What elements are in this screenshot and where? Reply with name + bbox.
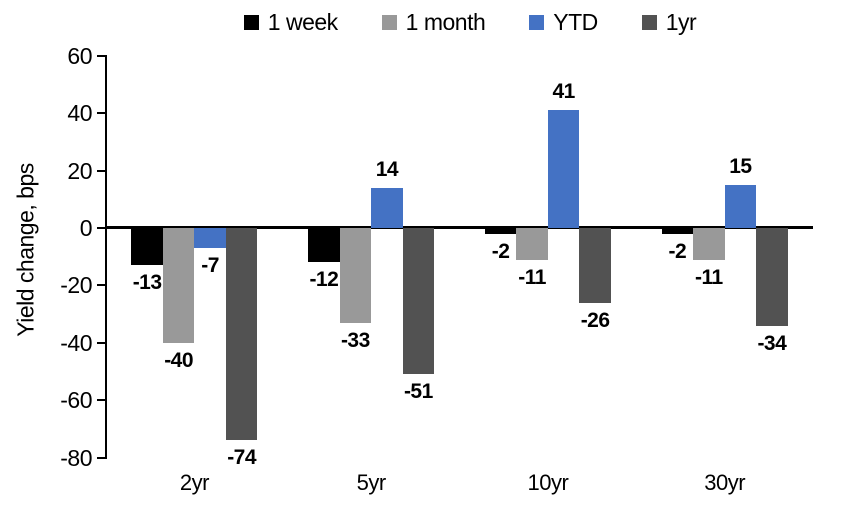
y-axis-line <box>105 55 107 459</box>
legend-marker-1-month <box>381 14 397 30</box>
bar-2yr-ytd <box>194 228 226 249</box>
legend-item-1yr: 1yr <box>641 8 697 36</box>
data-label-5yr-ytd: 14 <box>375 157 399 181</box>
data-label-30yr-ytd: 15 <box>729 154 752 178</box>
bar-5yr-1-week <box>308 228 340 263</box>
legend-label: YTD <box>553 8 598 35</box>
data-label-2yr-ytd: -7 <box>201 254 219 278</box>
legend-label: 1 week <box>267 8 338 35</box>
data-label-10yr-1-month: -11 <box>518 265 546 289</box>
data-label-5yr-1-week: -12 <box>309 268 339 292</box>
data-label-5yr-1yr: -51 <box>403 380 433 404</box>
y-tick-mark <box>97 54 106 57</box>
legend-item-1-week: 1 week <box>243 8 338 36</box>
y-tick-label: -80 <box>60 444 92 471</box>
legend-marker-1yr <box>641 14 657 30</box>
x-axis-label-10yr: 10yr <box>527 470 569 495</box>
y-tick-mark <box>97 112 106 115</box>
y-tick-mark <box>97 456 106 459</box>
data-label-2yr-1-month: -40 <box>164 348 194 372</box>
bar-10yr-1-week <box>484 228 517 234</box>
zero-baseline <box>105 226 813 229</box>
legend-item-1-month: 1 month <box>381 8 486 36</box>
legend-label: 1 month <box>405 8 486 35</box>
y-tick-mark <box>97 227 106 229</box>
chart-legend: 1 week 1 month YTD 1yr <box>110 6 830 38</box>
bar-5yr-1-month <box>339 228 372 323</box>
data-label-10yr-1-week: -2 <box>491 239 510 263</box>
bar-10yr-ytd <box>547 110 580 228</box>
legend-marker-1-week <box>243 14 259 30</box>
y-tick-mark <box>97 169 106 172</box>
y-tick-label: 0 <box>79 215 93 241</box>
data-label-30yr-1-week: -2 <box>668 239 687 263</box>
y-tick-label: -60 <box>60 387 92 414</box>
bar-2yr-1-month <box>162 228 195 343</box>
data-label-10yr-1yr: -26 <box>580 308 610 332</box>
bar-10yr-1-month <box>516 228 548 260</box>
bar-10yr-1yr <box>579 228 611 303</box>
data-label-2yr-1yr: -74 <box>227 446 257 470</box>
y-tick-label: 60 <box>67 42 92 69</box>
legend-item-ytd: YTD <box>529 9 598 36</box>
bar-30yr-1yr <box>756 228 788 326</box>
y-tick-label: 40 <box>67 100 92 127</box>
y-axis-title: Yield change, bps <box>12 163 39 337</box>
bar-5yr-1yr <box>402 228 435 375</box>
data-label-10yr-ytd: 41 <box>552 80 575 104</box>
bar-30yr-1-month <box>693 228 725 260</box>
bar-30yr-1-week <box>661 228 694 234</box>
legend-marker-ytd <box>529 14 545 30</box>
bar-30yr-ytd <box>724 184 757 228</box>
y-tick-label: 20 <box>67 157 92 184</box>
legend-label: 1yr <box>665 8 697 35</box>
y-tick-mark <box>97 284 106 287</box>
bar-2yr-1yr <box>225 228 258 441</box>
data-label-2yr-1-week: -13 <box>132 271 162 295</box>
x-axis-label-2yr: 2yr <box>179 470 210 495</box>
y-tick-label: -20 <box>60 272 92 299</box>
data-label-5yr-1-month: -33 <box>340 328 370 352</box>
x-axis-label-30yr: 30yr <box>704 470 746 495</box>
y-tick-mark <box>97 399 106 402</box>
y-tick-label: -40 <box>60 329 92 356</box>
bar-5yr-ytd <box>371 187 403 228</box>
data-label-30yr-1yr: -34 <box>757 331 787 355</box>
data-label-30yr-1-month: -11 <box>695 265 723 289</box>
bar-2yr-1-week <box>131 228 163 266</box>
y-tick-mark <box>97 341 106 344</box>
x-axis-label-5yr: 5yr <box>356 470 387 495</box>
